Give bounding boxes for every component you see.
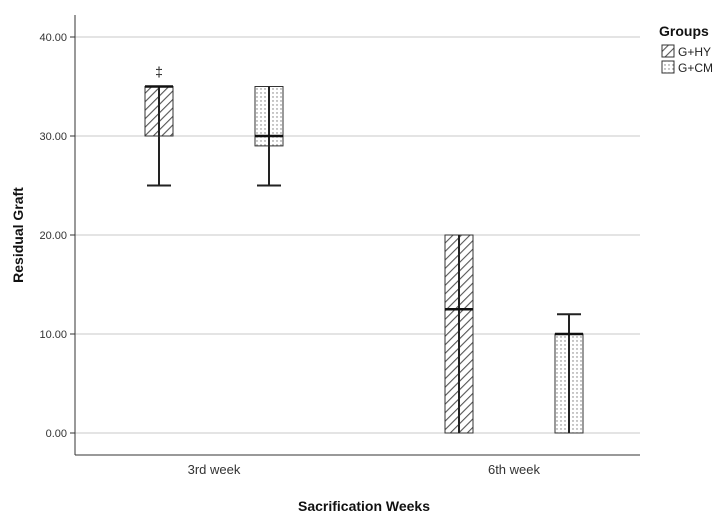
legend-label: G+CM bbox=[678, 61, 713, 75]
legend: Groups G+HY G+CM bbox=[659, 23, 713, 75]
x-category-label: 3rd week bbox=[188, 462, 241, 477]
x-category-label: 6th week bbox=[488, 462, 541, 477]
y-tick-label: 10.00 bbox=[39, 329, 67, 341]
legend-swatch-hatch bbox=[661, 44, 675, 58]
y-axis-title: Residual Graft bbox=[10, 187, 26, 283]
x-axis-title: Sacrification Weeks bbox=[298, 498, 430, 514]
y-tick-label: 40.00 bbox=[39, 32, 67, 44]
legend-title: Groups bbox=[659, 23, 709, 39]
box-gcm bbox=[254, 86, 284, 187]
box-ghy bbox=[444, 234, 474, 434]
legend-label: G+HY bbox=[678, 45, 711, 59]
legend-swatch-dots bbox=[661, 60, 675, 74]
y-tick-label: 0.00 bbox=[46, 428, 67, 440]
y-tick-label: 30.00 bbox=[39, 131, 67, 143]
y-tick-label: 20.00 bbox=[39, 230, 67, 242]
significance-marker: ‡ bbox=[155, 64, 163, 80]
boxes: ‡ bbox=[144, 64, 584, 434]
box-ghy: ‡ bbox=[144, 64, 174, 187]
box-gcm bbox=[554, 313, 584, 434]
y-tick-labels: 0.00 10.00 20.00 30.00 40.00 bbox=[39, 32, 75, 440]
